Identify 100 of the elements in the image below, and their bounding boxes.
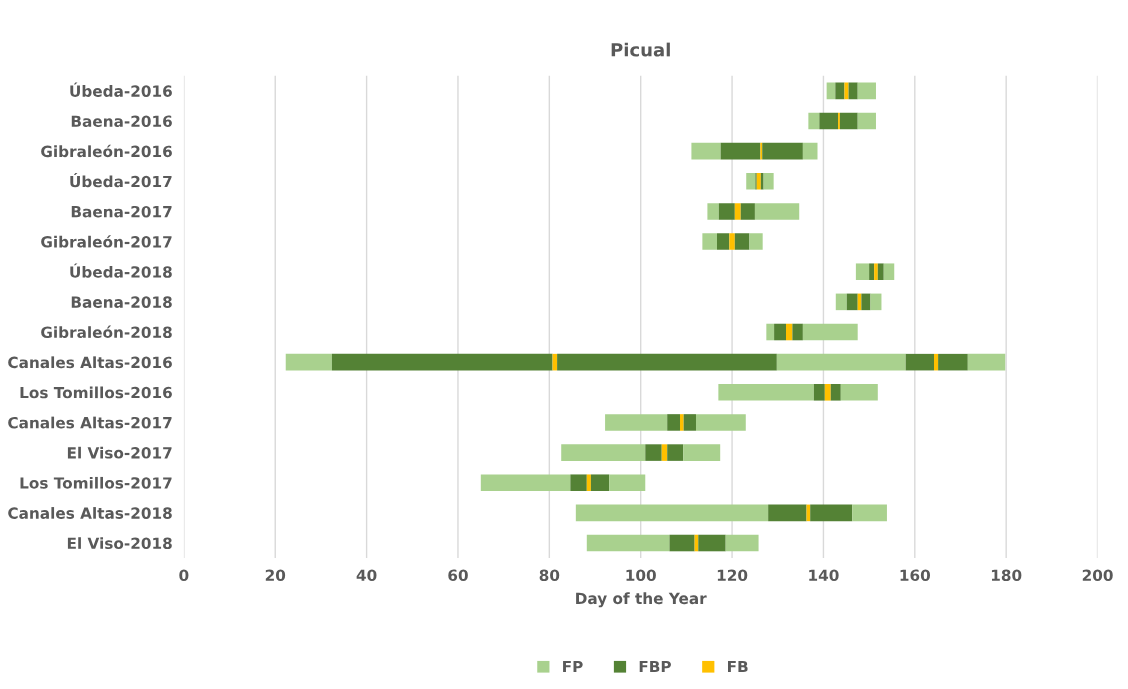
bar <box>590 474 610 492</box>
y-tick-label: Baena-2016 <box>71 115 172 128</box>
y-tick-label: Úbeda-2016 <box>70 82 172 97</box>
bar <box>840 384 878 401</box>
bar <box>729 233 735 250</box>
bar <box>776 353 906 371</box>
y-tick-label: Gibraleón-2017 <box>41 235 172 248</box>
bar <box>718 203 735 220</box>
bar <box>285 353 332 371</box>
bar <box>934 353 939 371</box>
bar <box>819 112 839 130</box>
bar <box>774 323 786 341</box>
bar <box>768 504 807 522</box>
bar <box>846 293 858 311</box>
bar <box>848 82 858 100</box>
x-tick-label: 80 <box>539 569 560 582</box>
x-tick-label: 20 <box>265 569 286 582</box>
y-tick-label: El Viso-2017 <box>67 446 172 459</box>
x-tick-label: 0 <box>179 569 189 582</box>
bar <box>575 504 769 522</box>
bar <box>877 263 884 281</box>
bar <box>570 474 587 492</box>
bar <box>839 112 858 130</box>
bar <box>869 263 875 281</box>
bar <box>661 444 668 461</box>
bar <box>586 474 591 492</box>
chart-title: Picual <box>611 42 670 57</box>
bar <box>792 323 803 341</box>
y-tick-label: Canales Altas-2016 <box>8 356 172 369</box>
bar <box>683 444 721 461</box>
bar <box>734 233 750 250</box>
bar <box>762 142 803 160</box>
bar <box>702 233 717 250</box>
x-tick-label: 120 <box>717 569 748 582</box>
bar <box>718 384 814 401</box>
bar <box>766 323 775 341</box>
bar <box>669 534 695 552</box>
bar <box>861 293 871 311</box>
y-tick-label: Gibraleón-2016 <box>41 144 172 158</box>
y-tick-label: El Viso-2018 <box>67 537 172 550</box>
bar <box>691 142 721 160</box>
y-tick-label: Baena-2017 <box>71 205 172 218</box>
legend-label: FP <box>563 660 583 673</box>
bar <box>870 293 882 311</box>
x-axis-title: Day of the Year <box>576 592 707 608</box>
x-tick-label: 140 <box>809 569 839 582</box>
bar <box>683 414 696 431</box>
bar <box>855 263 870 281</box>
bar <box>698 534 726 552</box>
bar <box>749 233 763 250</box>
bar <box>720 142 761 160</box>
bar <box>707 203 719 220</box>
y-tick-label: Los Tomillos-2017 <box>20 476 172 489</box>
bar <box>740 203 755 220</box>
bar <box>810 504 853 522</box>
y-tick-label: Canales Altas-2018 <box>8 507 172 519</box>
bar <box>725 534 759 552</box>
bar <box>605 414 668 431</box>
bar <box>802 323 858 341</box>
bar <box>844 82 849 100</box>
bar <box>830 384 841 401</box>
bar <box>756 173 761 190</box>
x-tick-label: 60 <box>448 569 468 582</box>
y-tick-label: Canales Altas-2017 <box>8 416 172 429</box>
legend-label: FBP <box>639 660 671 673</box>
x-tick-label: 200 <box>1082 569 1113 582</box>
bar <box>857 82 876 100</box>
y-tick-label: Gibraleón-2018 <box>41 325 172 339</box>
bar <box>679 414 684 431</box>
x-tick-label: 100 <box>626 569 656 582</box>
bar <box>883 263 895 281</box>
x-tick-label: 160 <box>900 569 931 582</box>
y-tick-label: Los Tomillos-2016 <box>20 386 172 399</box>
bar <box>754 203 800 220</box>
bar <box>667 414 680 431</box>
bar <box>874 263 878 281</box>
x-tick-label: 180 <box>991 569 1022 582</box>
bar <box>938 353 968 371</box>
bar <box>717 233 730 250</box>
legend-label: FB <box>728 660 748 673</box>
bar <box>824 384 831 401</box>
bar <box>813 384 825 401</box>
bar <box>852 504 887 522</box>
bar <box>857 112 876 130</box>
bar <box>808 112 820 130</box>
bar <box>802 142 818 160</box>
bar <box>763 173 774 190</box>
y-tick-label: Úbeda-2017 <box>70 172 172 188</box>
bar <box>667 444 684 461</box>
x-tick-label: 40 <box>356 569 377 582</box>
bar <box>734 203 741 220</box>
bar <box>645 444 662 461</box>
bar <box>835 82 845 100</box>
bar <box>561 444 646 461</box>
bar <box>746 173 756 190</box>
bar <box>967 353 1006 371</box>
bar <box>609 474 646 492</box>
y-tick-label: Baena-2018 <box>71 296 172 308</box>
bar <box>785 323 793 341</box>
bar <box>557 353 777 371</box>
